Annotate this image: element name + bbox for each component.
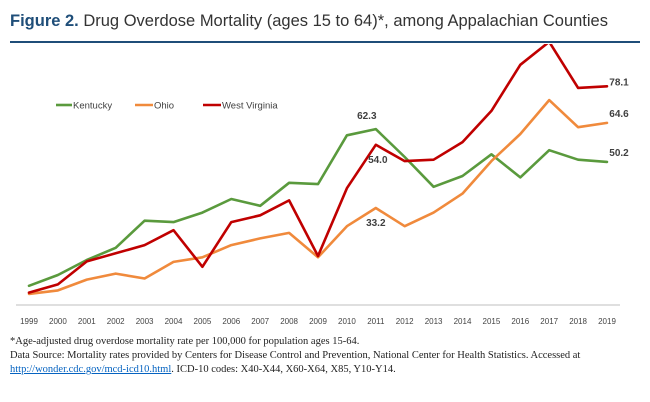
x-tick-2010: 2010: [338, 317, 356, 326]
overdose-line-chart: Kentucky Ohio West Virginia 1999 2000 2001 20…: [16, 44, 629, 326]
figure-number: Figure 2.: [10, 12, 79, 30]
legend-label-kentucky: Kentucky: [73, 101, 112, 112]
data-label-west-virginia-2011: 54.0: [368, 155, 388, 166]
x-tick-2009: 2009: [309, 317, 327, 326]
x-tick-2008: 2008: [280, 317, 298, 326]
x-tick-2004: 2004: [165, 317, 183, 326]
x-tick-2002: 2002: [107, 317, 125, 326]
x-tick-1999: 1999: [20, 317, 38, 326]
legend-label-ohio: Ohio: [154, 101, 174, 112]
x-tick-2003: 2003: [136, 317, 154, 326]
footnote: *Age-adjusted drug overdose mortality ra…: [10, 336, 360, 347]
x-tick-2018: 2018: [569, 317, 587, 326]
x-tick-2001: 2001: [78, 317, 96, 326]
icd-codes: . ICD-10 codes: X40-X44, X60-X64, X85, Y…: [171, 364, 396, 375]
x-tick-2013: 2013: [425, 317, 443, 326]
source-link[interactable]: http://wonder.cdc.gov/mcd-icd10.html: [10, 364, 172, 375]
x-tick-2017: 2017: [540, 317, 558, 326]
x-tick-2012: 2012: [396, 317, 414, 326]
x-tick-2015: 2015: [483, 317, 501, 326]
source-line: http://wonder.cdc.gov/mcd-icd10.html. IC…: [10, 364, 640, 375]
data-label-kentucky-2011: 62.3: [357, 111, 377, 122]
x-tick-2019: 2019: [598, 317, 616, 326]
series-line-west-virginia: [27, 44, 609, 294]
data-label-west-virginia-2019: 78.1: [609, 77, 629, 88]
series-line-ohio: [27, 98, 609, 296]
x-tick-labels: 1999 2000 2001 2002 2003 2004 2005 2006 2007 2008…: [20, 317, 616, 326]
x-tick-2000: 2000: [49, 317, 67, 326]
x-tick-2011: 2011: [367, 317, 385, 326]
data-source: Data Source: Mortality rates provided by…: [10, 350, 581, 361]
data-label-ohio-2019: 64.6: [609, 109, 629, 120]
series-line-kentucky: [27, 127, 609, 288]
x-tick-2007: 2007: [251, 317, 269, 326]
x-tick-2014: 2014: [454, 317, 472, 326]
series-layer: [27, 44, 609, 296]
figure-title: Figure 2. Drug Overdose Mortality (ages …: [10, 12, 640, 31]
title-rule: [10, 41, 640, 43]
data-label-kentucky-2019: 50.2: [609, 148, 629, 159]
legend: Kentucky Ohio West Virginia: [56, 101, 278, 112]
x-tick-2005: 2005: [194, 317, 212, 326]
legend-label-west-virginia: West Virginia: [222, 101, 278, 112]
x-tick-2006: 2006: [222, 317, 240, 326]
figure-title-text: Drug Overdose Mortality (ages 15 to 64)*…: [78, 12, 608, 30]
x-tick-2016: 2016: [511, 317, 529, 326]
data-labels: 62.3 54.0 33.2 78.1 64.6 50.2: [357, 77, 629, 229]
data-label-ohio-2011: 33.2: [366, 218, 386, 229]
